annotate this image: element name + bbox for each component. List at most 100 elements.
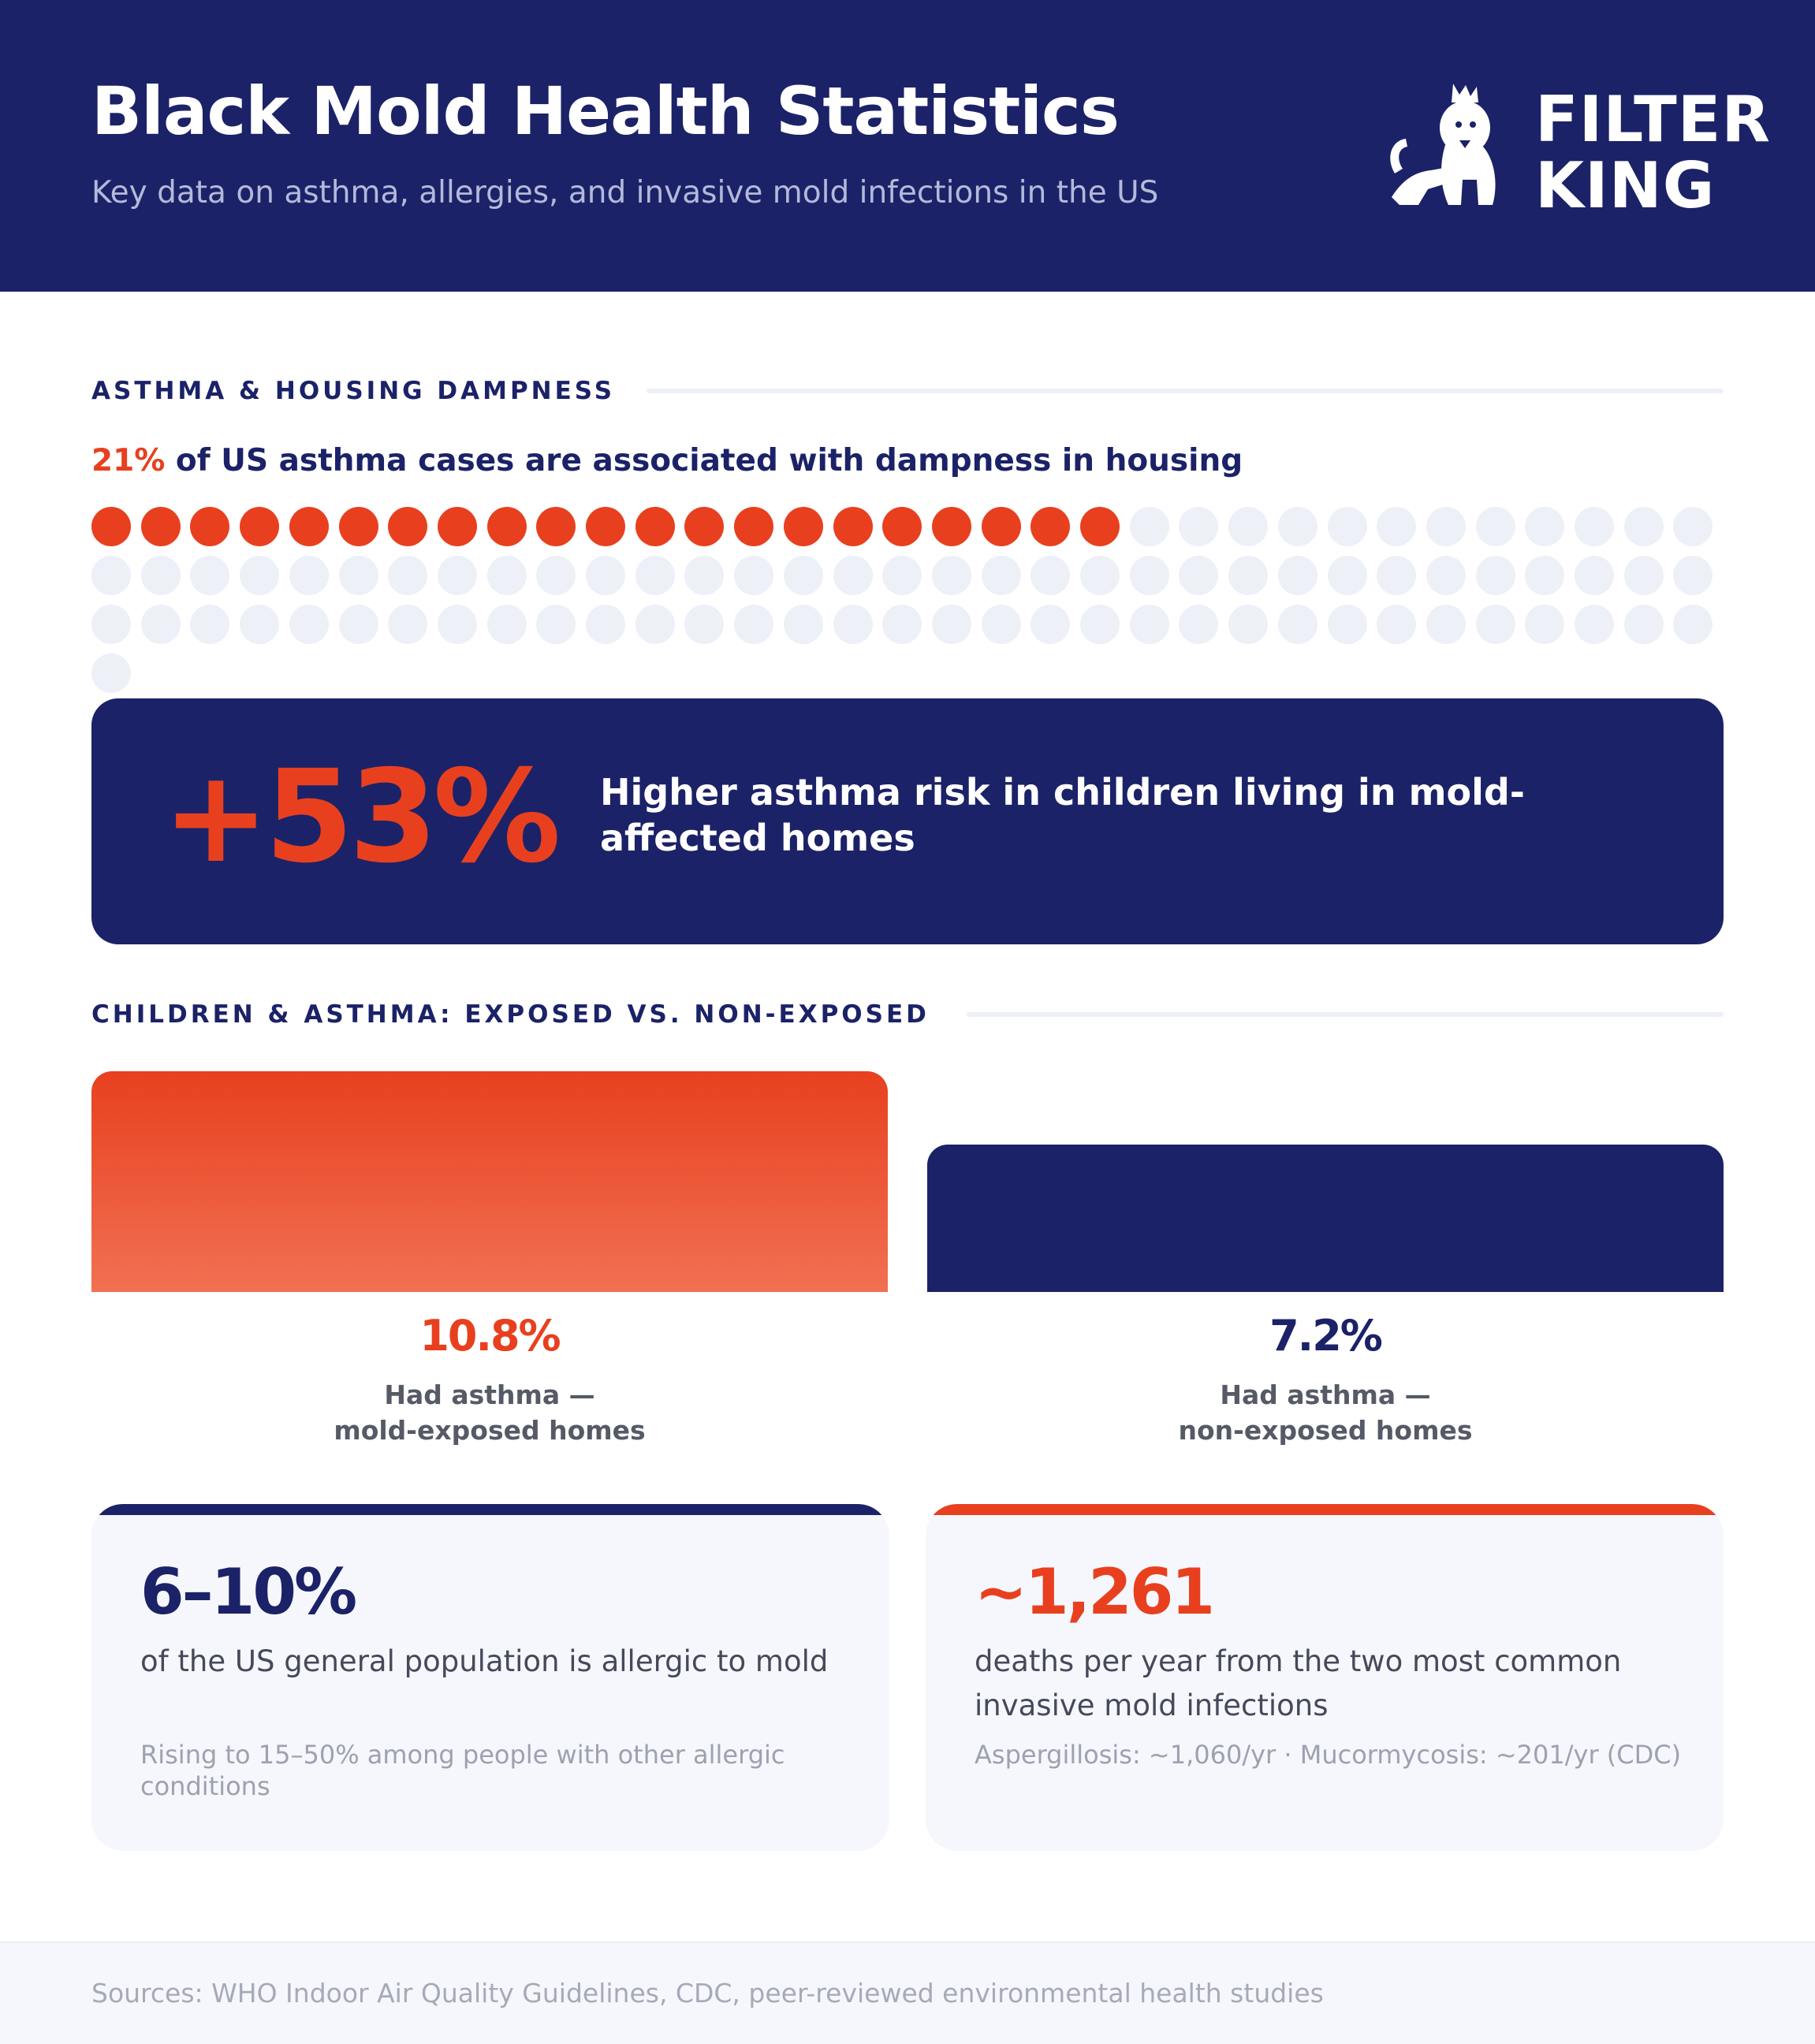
- callout-card: +53% Higher asthma risk in children livi…: [91, 698, 1724, 944]
- waffle-dot: [1179, 507, 1218, 546]
- section-divider: [967, 1012, 1724, 1017]
- waffle-dot: [289, 556, 329, 595]
- waffle-dot: [536, 605, 576, 644]
- waffle-dot-highlighted: [982, 507, 1021, 546]
- section-title-children: CHILDREN & ASTHMA: EXPOSED VS. NON-EXPOS…: [91, 1000, 930, 1029]
- page-subtitle: Key data on asthma, allergies, and invas…: [91, 175, 1159, 210]
- waffle-dot: [684, 556, 724, 595]
- waffle-dot: [339, 556, 378, 595]
- footer: Sources: WHO Indoor Air Quality Guidelin…: [0, 1942, 1815, 2044]
- stat-card-allergy: 6–10% of the US general population is al…: [91, 1504, 889, 1851]
- waffle-dot-highlighted: [536, 507, 576, 546]
- waffle-dot: [1278, 507, 1317, 546]
- waffle-dot: [91, 556, 131, 595]
- card-accent-bar: [926, 1504, 1724, 1515]
- waffle-dot: [91, 653, 131, 693]
- waffle-dot: [438, 605, 477, 644]
- waffle-dot-highlighted: [833, 507, 873, 546]
- waffle-dot: [1575, 507, 1614, 546]
- waffle-dot: [240, 556, 279, 595]
- waffle-dot: [1525, 605, 1564, 644]
- waffle-dot: [1624, 507, 1664, 546]
- waffle-dot-highlighted: [438, 507, 477, 546]
- lead-highlight: 21%: [91, 443, 166, 478]
- waffle-dot: [1228, 556, 1268, 595]
- waffle-dot: [1525, 507, 1564, 546]
- lead-statement: 21% of US asthma cases are associated wi…: [91, 443, 1243, 478]
- waffle-dot: [1525, 556, 1564, 595]
- waffle-dot: [1080, 605, 1120, 644]
- waffle-dot: [734, 605, 773, 644]
- waffle-dot: [1624, 556, 1664, 595]
- waffle-dot: [882, 556, 922, 595]
- waffle-dot: [1476, 507, 1515, 546]
- waffle-dot: [1575, 605, 1614, 644]
- waffle-dot-highlighted: [240, 507, 279, 546]
- callout-text: Higher asthma risk in children living in…: [600, 771, 1525, 859]
- callout-value: +53%: [162, 743, 561, 892]
- waffle-dot: [190, 605, 229, 644]
- waffle-dot: [1179, 605, 1218, 644]
- waffle-dot: [141, 556, 181, 595]
- waffle-dot: [784, 605, 823, 644]
- waffle-dot-highlighted: [635, 507, 675, 546]
- bar-value-mold-exposed: 10.8%: [419, 1311, 561, 1361]
- header: Black Mold Health Statistics Key data on…: [0, 0, 1815, 292]
- waffle-dot: [289, 605, 329, 644]
- waffle-dot: [438, 556, 477, 595]
- footer-sources: Sources: WHO Indoor Air Quality Guidelin…: [91, 1978, 1324, 2009]
- waffle-dot-highlighted: [1080, 507, 1120, 546]
- waffle-dot: [1673, 605, 1713, 644]
- waffle-dot: [1080, 556, 1120, 595]
- bar-mold-exposed: [91, 1071, 888, 1292]
- waffle-dot: [1575, 556, 1614, 595]
- waffle-dot: [1130, 605, 1169, 644]
- bar-label-non-exposed: Had asthma — non-exposed homes: [1178, 1379, 1473, 1446]
- waffle-dot: [932, 605, 971, 644]
- waffle-dot: [1030, 556, 1070, 595]
- card-accent-bar: [91, 1504, 889, 1515]
- waffle-dot: [339, 605, 378, 644]
- page-title: Black Mold Health Statistics: [91, 73, 1120, 150]
- card-value: 6–10%: [140, 1555, 357, 1629]
- stat-card-deaths: ~1,261 deaths per year from the two most…: [926, 1504, 1724, 1851]
- waffle-dot: [635, 605, 675, 644]
- waffle-dot: [1426, 556, 1466, 595]
- waffle-dot: [1476, 556, 1515, 595]
- waffle-dot-highlighted: [1030, 507, 1070, 546]
- section-heading-children: CHILDREN & ASTHMA: EXPOSED VS. NON-EXPOS…: [91, 999, 930, 1030]
- waffle-dot: [1328, 605, 1367, 644]
- waffle-dot: [1377, 507, 1416, 546]
- waffle-dot: [240, 605, 279, 644]
- waffle-dot: [388, 556, 427, 595]
- waffle-dot: [784, 556, 823, 595]
- waffle-dot: [1179, 556, 1218, 595]
- card-description: of the US general population is allergic…: [140, 1644, 829, 1678]
- waffle-dot-highlighted: [190, 507, 229, 546]
- waffle-dot: [1130, 556, 1169, 595]
- logo-text-filter: FILTER: [1535, 83, 1771, 156]
- waffle-dot: [141, 605, 181, 644]
- waffle-dot: [1130, 507, 1169, 546]
- waffle-dot-highlighted: [141, 507, 181, 546]
- waffle-dot: [1278, 556, 1317, 595]
- waffle-dot-highlighted: [882, 507, 922, 546]
- section-heading-asthma: ASTHMA & HOUSING DAMPNESS: [91, 375, 615, 407]
- waffle-dot-highlighted: [487, 507, 527, 546]
- waffle-dot-highlighted: [784, 507, 823, 546]
- waffle-dot-highlighted: [339, 507, 378, 546]
- bar-non-exposed: [927, 1145, 1724, 1292]
- waffle-dot: [1328, 507, 1367, 546]
- waffle-dot: [833, 556, 873, 595]
- waffle-dot: [1377, 605, 1416, 644]
- waffle-dot: [536, 556, 576, 595]
- waffle-dot: [1426, 507, 1466, 546]
- logo-text-king: KING: [1535, 149, 1716, 222]
- waffle-dot: [586, 605, 625, 644]
- card-note: Aspergillosis: ~1,060/yr · Mucormycosis:…: [975, 1740, 1682, 1770]
- bar-label-mold-exposed: Had asthma — mold-exposed homes: [334, 1379, 646, 1446]
- waffle-dot: [734, 556, 773, 595]
- waffle-dot: [190, 556, 229, 595]
- waffle-dot-highlighted: [289, 507, 329, 546]
- bar-value-non-exposed: 7.2%: [1269, 1311, 1383, 1361]
